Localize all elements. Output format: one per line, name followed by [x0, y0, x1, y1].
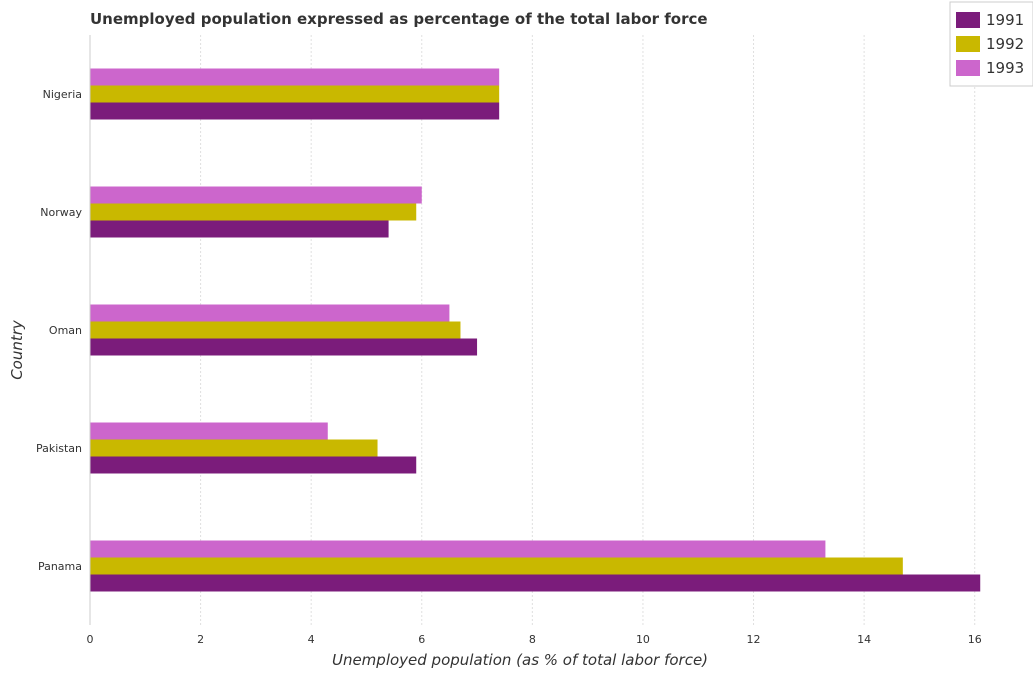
legend-label: 1991: [986, 11, 1024, 29]
chart-title: Unemployed population expressed as perce…: [90, 10, 708, 28]
y-tick-label: Panama: [38, 560, 82, 573]
bar-panama-1991: [90, 574, 981, 592]
x-axis-ticks: 0 2 4 6 8 10 12 14 16: [87, 633, 982, 646]
y-tick-label: Nigeria: [43, 88, 82, 101]
y-tick-label: Oman: [49, 324, 82, 337]
y-axis-ticks: Nigeria Norway Oman Pakistan Panama: [36, 88, 83, 573]
legend-swatch: [956, 36, 980, 52]
legend-swatch: [956, 60, 980, 76]
x-tick-label: 6: [418, 633, 425, 646]
bar-nigeria-1991: [90, 102, 500, 120]
bar-norway-1992: [90, 203, 417, 221]
bar-panama-1992: [90, 557, 903, 575]
bar-oman-1991: [90, 338, 478, 356]
bar-oman-1993: [90, 304, 450, 322]
x-tick-label: 12: [747, 633, 761, 646]
x-tick-label: 10: [636, 633, 650, 646]
x-tick-label: 16: [968, 633, 982, 646]
bar-pakistan-1991: [90, 456, 417, 474]
bar-nigeria-1993: [90, 68, 500, 86]
legend-label: 1992: [986, 35, 1024, 53]
x-tick-label: 8: [529, 633, 536, 646]
x-tick-label: 14: [857, 633, 871, 646]
x-tick-label: 2: [197, 633, 204, 646]
y-tick-label: Norway: [40, 206, 82, 219]
x-tick-label: 4: [308, 633, 315, 646]
legend-label: 1993: [986, 59, 1024, 77]
x-axis-label: Unemployed population (as % of total lab…: [332, 651, 708, 669]
x-tick-label: 0: [87, 633, 94, 646]
legend: 1991 1992 1993: [949, 1, 1033, 87]
y-axis-label: Country: [8, 319, 26, 380]
bar-norway-1991: [90, 220, 389, 238]
legend-swatch: [956, 12, 980, 28]
bar-panama-1993: [90, 540, 826, 558]
y-tick-label: Pakistan: [36, 442, 82, 455]
bars: [89, 35, 981, 625]
bar-pakistan-1993: [90, 422, 328, 440]
bar-oman-1992: [90, 321, 461, 339]
bar-nigeria-1992: [90, 85, 500, 103]
bar-norway-1993: [90, 186, 422, 204]
bar-pakistan-1992: [90, 439, 378, 457]
